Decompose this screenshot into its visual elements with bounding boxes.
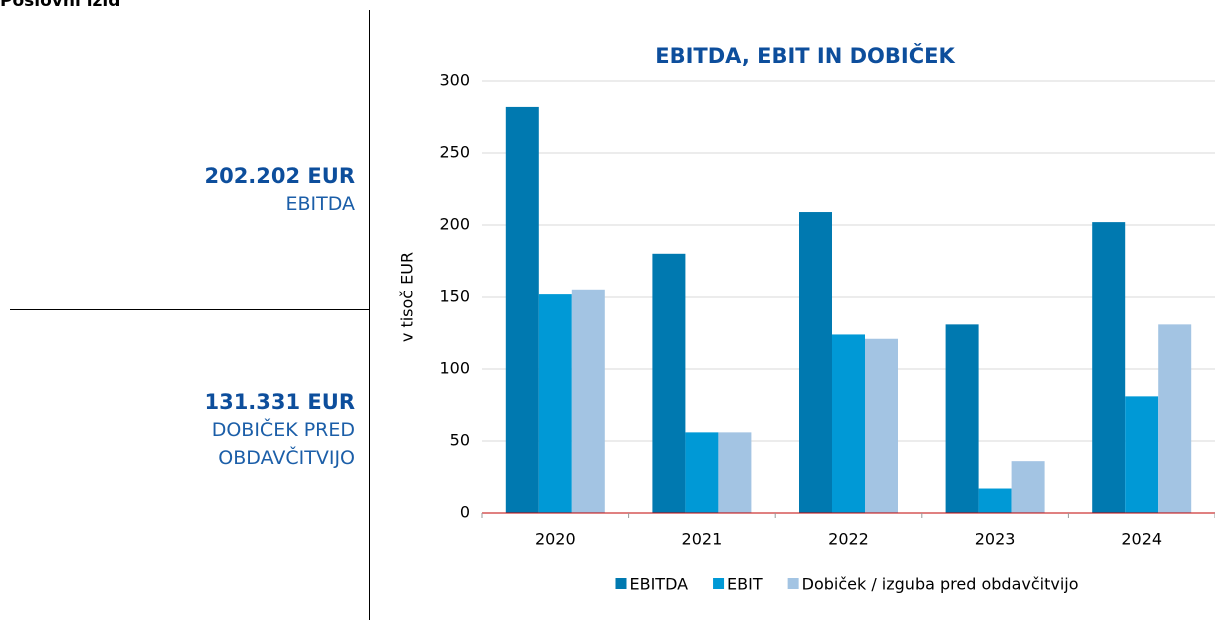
bar xyxy=(978,488,1012,513)
divider xyxy=(369,10,370,620)
x-tick-label: 2022 xyxy=(828,530,869,549)
page-heading: Poslovni izid xyxy=(0,0,121,11)
bar xyxy=(538,294,572,513)
x-tick-label: 2020 xyxy=(535,530,576,549)
legend-swatch xyxy=(787,578,799,589)
bar xyxy=(718,432,752,513)
y-tick-label: 0 xyxy=(460,503,470,522)
kpi-value: 202.202 EUR xyxy=(204,164,355,188)
kpi-label: EBITDA xyxy=(285,193,355,215)
y-tick-label: 300 xyxy=(439,71,470,90)
legend-swatch xyxy=(615,578,627,589)
legend-label: EBIT xyxy=(727,575,763,594)
legend-label: Dobiček / izguba pred obdavčitvijo xyxy=(802,575,1079,594)
bar xyxy=(1125,396,1159,513)
x-tick-label: 2023 xyxy=(975,530,1016,549)
bar xyxy=(945,324,979,513)
bar xyxy=(505,106,539,514)
divider xyxy=(10,309,370,310)
y-tick-label: 100 xyxy=(439,359,470,378)
bar xyxy=(571,289,605,513)
bar xyxy=(799,212,832,514)
y-tick-label: 250 xyxy=(439,143,470,162)
bar xyxy=(832,334,865,513)
chart-title: EBITDA, EBIT IN DOBIČEK xyxy=(655,43,955,68)
y-tick-label: 200 xyxy=(439,215,470,234)
bar xyxy=(1158,324,1192,513)
y-tick-label: 50 xyxy=(450,431,470,450)
kpi: 202.202 EUR EBITDA xyxy=(115,162,355,218)
x-tick-label: 2024 xyxy=(1121,530,1162,549)
kpi: 131.331 EUR DOBIČEK PRED OBDAVČITVIJO xyxy=(155,388,355,472)
legend-swatch xyxy=(713,578,725,589)
y-axis-label: v tisoč EUR xyxy=(398,252,417,342)
y-tick-label: 150 xyxy=(439,287,470,306)
bar xyxy=(652,253,686,514)
bar xyxy=(1011,461,1045,513)
bar xyxy=(1092,222,1126,513)
legend-label: EBITDA xyxy=(629,575,688,594)
bar xyxy=(865,338,898,513)
x-tick-label: 2021 xyxy=(682,530,723,549)
bar xyxy=(685,432,719,513)
kpi-label: DOBIČEK PRED OBDAVČITVIJO xyxy=(211,419,355,469)
kpi-value: 131.331 EUR xyxy=(204,390,355,414)
